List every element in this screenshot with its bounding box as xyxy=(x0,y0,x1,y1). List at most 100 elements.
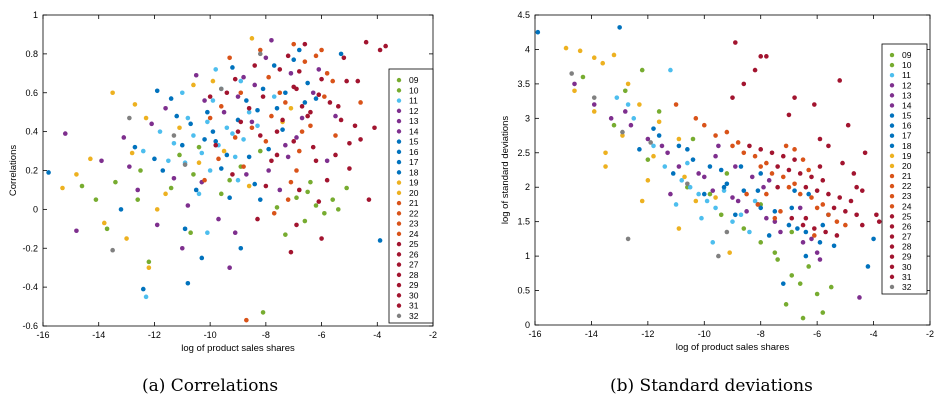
y-axis-label-corr: Correlations xyxy=(8,145,19,196)
data-point-corr xyxy=(299,129,305,134)
x-tick-label-sd: -2 xyxy=(926,329,934,339)
legend-label-corr: 29 xyxy=(409,280,419,290)
data-point-sd xyxy=(803,215,809,221)
data-point-corr xyxy=(238,90,244,96)
data-point-corr xyxy=(216,216,221,222)
legend-marker-sd xyxy=(889,274,895,280)
data-point-sd xyxy=(772,219,778,224)
data-point-corr xyxy=(274,106,280,111)
data-point-sd xyxy=(673,102,679,107)
legend-marker-sd xyxy=(889,234,895,239)
x-tick-label-sd: -16 xyxy=(528,329,541,339)
legend-marker-corr xyxy=(396,303,402,308)
legend-label-sd: 19 xyxy=(902,151,912,161)
legend-marker-sd xyxy=(889,103,895,108)
data-point-corr xyxy=(185,115,191,121)
data-point-sd xyxy=(786,167,792,173)
data-point-corr xyxy=(205,230,210,235)
legend-marker-corr xyxy=(396,262,402,267)
legend-marker-corr xyxy=(396,272,402,278)
y-tick-label-sd: 0 xyxy=(525,320,530,330)
legend-label-corr: 20 xyxy=(409,188,419,198)
data-point-corr xyxy=(160,168,166,173)
data-point-corr xyxy=(308,109,313,115)
data-point-corr xyxy=(347,140,352,146)
data-point-corr xyxy=(302,41,308,47)
data-point-sd xyxy=(792,188,797,193)
data-point-sd xyxy=(831,205,837,211)
y-tick-label-sd: 3.5 xyxy=(517,79,530,89)
data-point-corr xyxy=(171,140,177,146)
legend-label-corr: 13 xyxy=(409,116,419,126)
data-point-sd xyxy=(713,195,718,200)
data-point-sd xyxy=(786,222,792,228)
x-tick-label-sd: -14 xyxy=(585,329,598,339)
data-point-sd xyxy=(707,191,713,197)
data-point-corr xyxy=(196,160,202,166)
data-point-sd xyxy=(617,25,622,30)
legend-marker-corr xyxy=(396,293,402,298)
legend-label-corr: 21 xyxy=(409,198,419,208)
data-point-sd xyxy=(656,109,662,114)
data-point-sd xyxy=(735,198,741,204)
data-point-corr xyxy=(305,189,310,195)
legend-marker-corr xyxy=(396,149,402,155)
data-point-corr xyxy=(74,172,79,177)
data-point-corr xyxy=(277,90,283,96)
data-point-corr xyxy=(269,113,274,119)
legend-marker-corr xyxy=(396,231,402,237)
data-point-sd xyxy=(639,67,645,73)
data-point-sd xyxy=(865,264,871,269)
data-point-corr xyxy=(171,133,177,138)
data-point-sd xyxy=(823,229,828,235)
data-point-sd xyxy=(817,240,823,245)
data-point-corr xyxy=(294,195,299,201)
data-point-corr xyxy=(207,94,213,99)
data-point-corr xyxy=(241,74,246,80)
data-point-corr xyxy=(185,203,191,208)
data-point-sd xyxy=(676,136,682,142)
data-point-sd xyxy=(676,164,682,169)
data-point-corr xyxy=(232,135,238,140)
data-point-corr xyxy=(210,78,216,84)
legend-marker-sd xyxy=(889,163,895,169)
data-point-sd xyxy=(778,229,783,235)
data-point-corr xyxy=(288,179,294,185)
data-point-corr xyxy=(291,139,297,144)
data-point-corr xyxy=(174,113,180,119)
data-point-corr xyxy=(177,152,182,158)
data-point-corr xyxy=(202,98,207,103)
y-tick-label-corr: 0.8 xyxy=(25,49,38,59)
data-point-corr xyxy=(271,210,277,216)
legend-label-sd: 24 xyxy=(902,201,912,211)
data-point-corr xyxy=(274,205,280,210)
legend-marker-sd xyxy=(889,264,895,269)
y-tick-label-sd: 1 xyxy=(525,251,530,261)
data-point-corr xyxy=(232,154,238,160)
data-point-sd xyxy=(775,184,780,190)
data-point-corr xyxy=(146,259,152,265)
data-point-sd xyxy=(645,178,651,183)
legend-marker-sd xyxy=(889,153,895,159)
data-point-corr xyxy=(302,218,308,224)
data-point-corr xyxy=(372,125,377,131)
data-point-corr xyxy=(260,86,266,92)
scatter-charts: -16 -14 -12 -10 -8 -6 -4 -2 -0.6 -0.4 -0.2 0 0.2 0.4 0… xyxy=(8,10,934,354)
data-point-corr xyxy=(79,183,85,189)
data-point-sd xyxy=(620,133,625,138)
data-point-sd xyxy=(631,116,637,121)
legend-label-sd: 28 xyxy=(902,242,912,252)
data-point-corr xyxy=(341,55,347,61)
data-point-sd xyxy=(693,198,699,204)
data-point-corr xyxy=(213,142,219,148)
data-point-corr xyxy=(99,158,104,164)
legend-label-corr: 17 xyxy=(409,157,419,167)
data-point-corr xyxy=(218,86,224,92)
data-point-sd xyxy=(797,191,803,197)
data-point-sd xyxy=(622,109,628,114)
data-point-corr xyxy=(344,78,349,84)
y-axis-label-sd: log of standard deviations xyxy=(500,116,511,225)
data-point-sd xyxy=(806,167,811,173)
legend-label-corr: 10 xyxy=(409,85,419,95)
data-point-corr xyxy=(202,177,207,183)
